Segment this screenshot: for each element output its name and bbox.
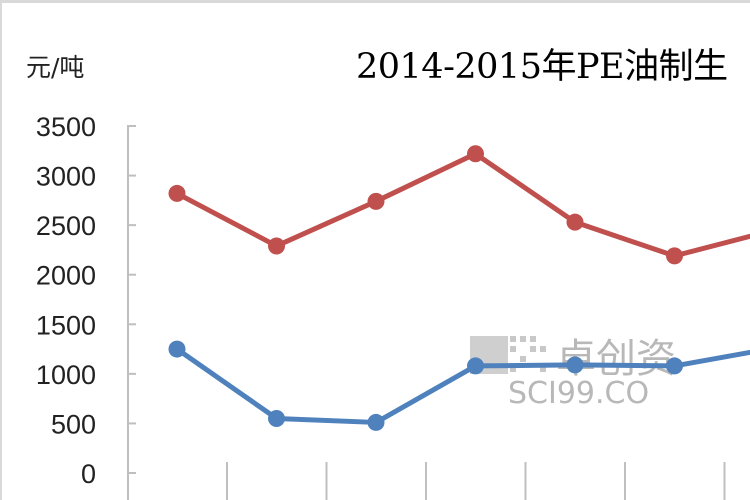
data-point bbox=[666, 247, 683, 265]
y-tick-label: 0 bbox=[81, 459, 96, 489]
data-point bbox=[467, 357, 484, 375]
chart-title: 2014-2015年PE油制生 bbox=[356, 47, 728, 87]
data-point bbox=[566, 356, 584, 374]
y-tick-label: 3500 bbox=[36, 112, 96, 142]
chart-border-left bbox=[0, 0, 2, 500]
watermark: 卓创资 SCI99.CO bbox=[470, 336, 676, 411]
y-tick-label: 1500 bbox=[36, 310, 96, 340]
y-tick-label: 2500 bbox=[36, 211, 96, 241]
data-point bbox=[666, 357, 683, 375]
data-point bbox=[168, 184, 186, 202]
series-1 bbox=[168, 145, 750, 265]
y-tick-label: 500 bbox=[51, 409, 96, 439]
chart-border-top bbox=[0, 0, 750, 3]
data-point bbox=[566, 213, 584, 231]
data-point bbox=[367, 413, 385, 431]
data-point bbox=[268, 237, 285, 255]
data-point bbox=[367, 192, 385, 210]
series-2 bbox=[168, 340, 750, 431]
y-tick-label: 3000 bbox=[36, 162, 96, 192]
series-line bbox=[174, 151, 750, 259]
y-tick-label: 1000 bbox=[36, 360, 96, 390]
y-axis-label: 元/吨 bbox=[26, 53, 85, 82]
y-axis-ticks: 0 500 1000 1500 2000 2500 3000 3500 bbox=[36, 112, 136, 489]
x-axis-ticks bbox=[226, 462, 726, 500]
watermark-text-en: SCI99.CO bbox=[508, 376, 649, 411]
series-layer bbox=[168, 145, 750, 431]
data-point bbox=[268, 409, 285, 427]
data-point bbox=[467, 145, 484, 163]
data-point bbox=[168, 340, 186, 358]
y-tick-label: 2000 bbox=[36, 261, 96, 291]
